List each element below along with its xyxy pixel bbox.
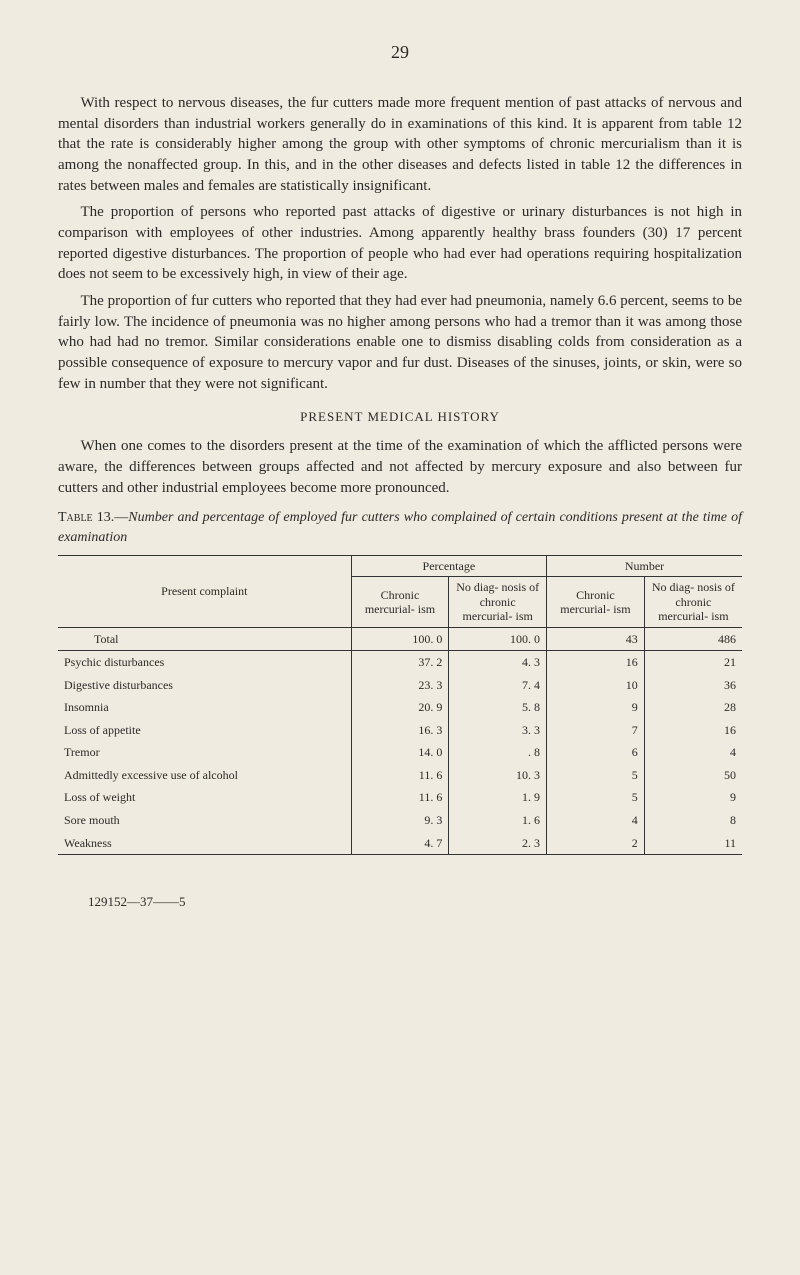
col-header-4: No diag- nosis of chronic mercurial- ism bbox=[644, 577, 742, 627]
stub-header: Present complaint bbox=[58, 556, 351, 628]
row-value: 37. 2 bbox=[351, 651, 449, 674]
total-val-4: 486 bbox=[644, 627, 742, 651]
row-label: Sore mouth bbox=[58, 809, 351, 832]
paragraph-3: The proportion of fur cutters who report… bbox=[58, 291, 742, 394]
row-label: Admittedly excessive use of alcohol bbox=[58, 764, 351, 787]
paragraph-4: When one comes to the disorders present … bbox=[58, 436, 742, 498]
row-label: Weakness bbox=[58, 832, 351, 855]
table-row: Psychic disturbances37. 24. 31621 bbox=[58, 651, 742, 674]
table-caption-lead: Table 13.— bbox=[58, 510, 128, 525]
row-value: 23. 3 bbox=[351, 674, 449, 697]
table-row: Digestive disturbances23. 37. 41036 bbox=[58, 674, 742, 697]
table-row: Sore mouth9. 31. 648 bbox=[58, 809, 742, 832]
row-value: 9. 3 bbox=[351, 809, 449, 832]
row-label: Insomnia bbox=[58, 696, 351, 719]
row-value: 11. 6 bbox=[351, 786, 449, 809]
row-value: 36 bbox=[644, 674, 742, 697]
col-header-2: No diag- nosis of chronic mercurial- ism bbox=[449, 577, 547, 627]
total-label: Total bbox=[64, 632, 119, 646]
row-value: 20. 9 bbox=[351, 696, 449, 719]
group-header-percentage: Percentage bbox=[351, 556, 546, 577]
row-value: 5. 8 bbox=[449, 696, 547, 719]
row-value: 4 bbox=[547, 809, 645, 832]
paragraph-1: With respect to nervous diseases, the fu… bbox=[58, 93, 742, 196]
row-label: Loss of weight bbox=[58, 786, 351, 809]
row-value: . 8 bbox=[449, 741, 547, 764]
row-value: 16 bbox=[547, 651, 645, 674]
row-value: 5 bbox=[547, 786, 645, 809]
row-value: 50 bbox=[644, 764, 742, 787]
row-value: 16 bbox=[644, 719, 742, 742]
row-label: Loss of appetite bbox=[58, 719, 351, 742]
table-caption: Table 13.—Number and percentage of emplo… bbox=[58, 508, 742, 547]
row-value: 5 bbox=[547, 764, 645, 787]
total-val-1: 100. 0 bbox=[351, 627, 449, 651]
table-row: Insomnia20. 95. 8928 bbox=[58, 696, 742, 719]
data-table: Present complaint Percentage Number Chro… bbox=[58, 555, 742, 865]
table-row: Loss of appetite16. 33. 3716 bbox=[58, 719, 742, 742]
row-value: 7 bbox=[547, 719, 645, 742]
row-value: 2. 3 bbox=[449, 832, 547, 855]
row-value: 9 bbox=[547, 696, 645, 719]
row-value: 21 bbox=[644, 651, 742, 674]
total-val-3: 43 bbox=[547, 627, 645, 651]
row-value: 14. 0 bbox=[351, 741, 449, 764]
row-value: 4 bbox=[644, 741, 742, 764]
row-value: 6 bbox=[547, 741, 645, 764]
row-value: 9 bbox=[644, 786, 742, 809]
col-header-3: Chronic mercurial- ism bbox=[547, 577, 645, 627]
footer-code: 129152—37——5 bbox=[58, 893, 742, 911]
row-value: 1. 6 bbox=[449, 809, 547, 832]
total-val-2: 100. 0 bbox=[449, 627, 547, 651]
table-row: Loss of weight11. 61. 959 bbox=[58, 786, 742, 809]
group-header-number: Number bbox=[547, 556, 742, 577]
row-value: 11 bbox=[644, 832, 742, 855]
table-caption-body: Number and percentage of employed fur cu… bbox=[58, 510, 742, 544]
row-value: 16. 3 bbox=[351, 719, 449, 742]
row-label: Digestive disturbances bbox=[58, 674, 351, 697]
row-label: Psychic disturbances bbox=[58, 651, 351, 674]
row-value: 1. 9 bbox=[449, 786, 547, 809]
col-header-1: Chronic mercurial- ism bbox=[351, 577, 449, 627]
row-value: 10 bbox=[547, 674, 645, 697]
table-row: Weakness4. 72. 3211 bbox=[58, 832, 742, 855]
row-value: 28 bbox=[644, 696, 742, 719]
row-value: 8 bbox=[644, 809, 742, 832]
row-value: 4. 7 bbox=[351, 832, 449, 855]
row-value: 2 bbox=[547, 832, 645, 855]
row-label: Tremor bbox=[58, 741, 351, 764]
row-value: 10. 3 bbox=[449, 764, 547, 787]
row-value: 11. 6 bbox=[351, 764, 449, 787]
table-row: Tremor14. 0. 864 bbox=[58, 741, 742, 764]
row-value: 3. 3 bbox=[449, 719, 547, 742]
table-total-row: Total 100. 0 100. 0 43 486 bbox=[58, 627, 742, 651]
row-value: 4. 3 bbox=[449, 651, 547, 674]
paragraph-2: The proportion of persons who reported p… bbox=[58, 202, 742, 285]
row-value: 7. 4 bbox=[449, 674, 547, 697]
page-number: 29 bbox=[58, 40, 742, 65]
section-heading: PRESENT MEDICAL HISTORY bbox=[58, 408, 742, 426]
table-row: Admittedly excessive use of alcohol11. 6… bbox=[58, 764, 742, 787]
